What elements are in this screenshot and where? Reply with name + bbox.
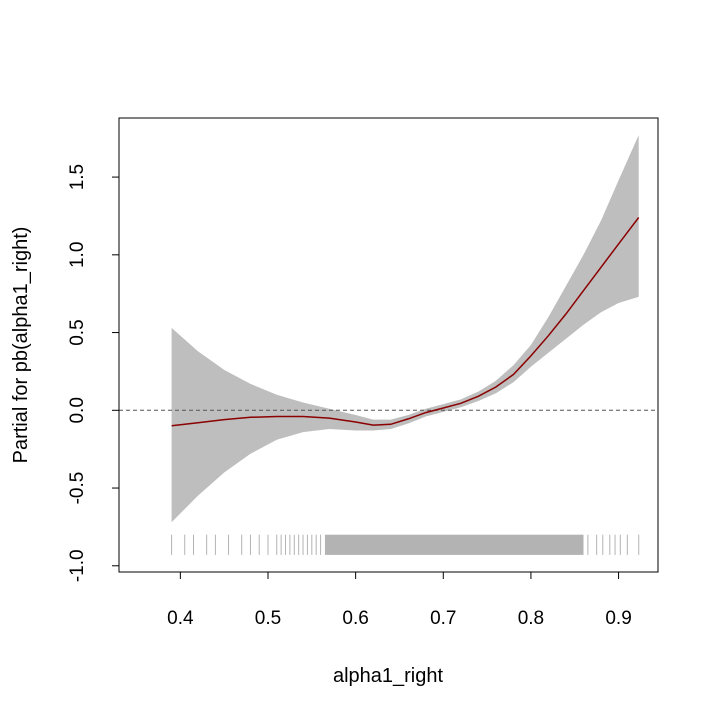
y-tick-label: 1.0 (67, 242, 88, 268)
rug-layer (171, 534, 640, 555)
x-tick-label: 0.8 (518, 608, 544, 629)
x-tick-label: 0.9 (605, 608, 631, 629)
y-tick-label: -0.5 (67, 472, 88, 505)
y-tick-label: 0.5 (67, 319, 88, 345)
x-tick-label: 0.4 (167, 608, 194, 629)
x-tick-label: 0.5 (255, 608, 281, 629)
y-tick-label: 1.5 (67, 164, 88, 190)
fit-line-layer (171, 217, 640, 427)
rug-dense-block (324, 534, 584, 555)
plot-frame (118, 117, 659, 573)
fit-line (171, 217, 640, 427)
confidence-band-layer (171, 135, 639, 523)
x-tick-label: 0.7 (430, 608, 456, 629)
y-axis: -1.0 -0.5 0.0 0.5 1.0 1.5 (67, 164, 120, 582)
y-tick-label: 0.0 (67, 397, 88, 423)
x-axis: 0.4 0.5 0.6 0.7 0.8 0.9 (167, 571, 632, 629)
x-axis-title: alpha1_right (333, 665, 444, 687)
y-axis-title: Partial for pb(alpha1_right) (10, 227, 32, 464)
y-tick-label: -1.0 (67, 549, 88, 582)
x-tick-label: 0.6 (342, 608, 368, 629)
confidence-band (171, 135, 639, 523)
